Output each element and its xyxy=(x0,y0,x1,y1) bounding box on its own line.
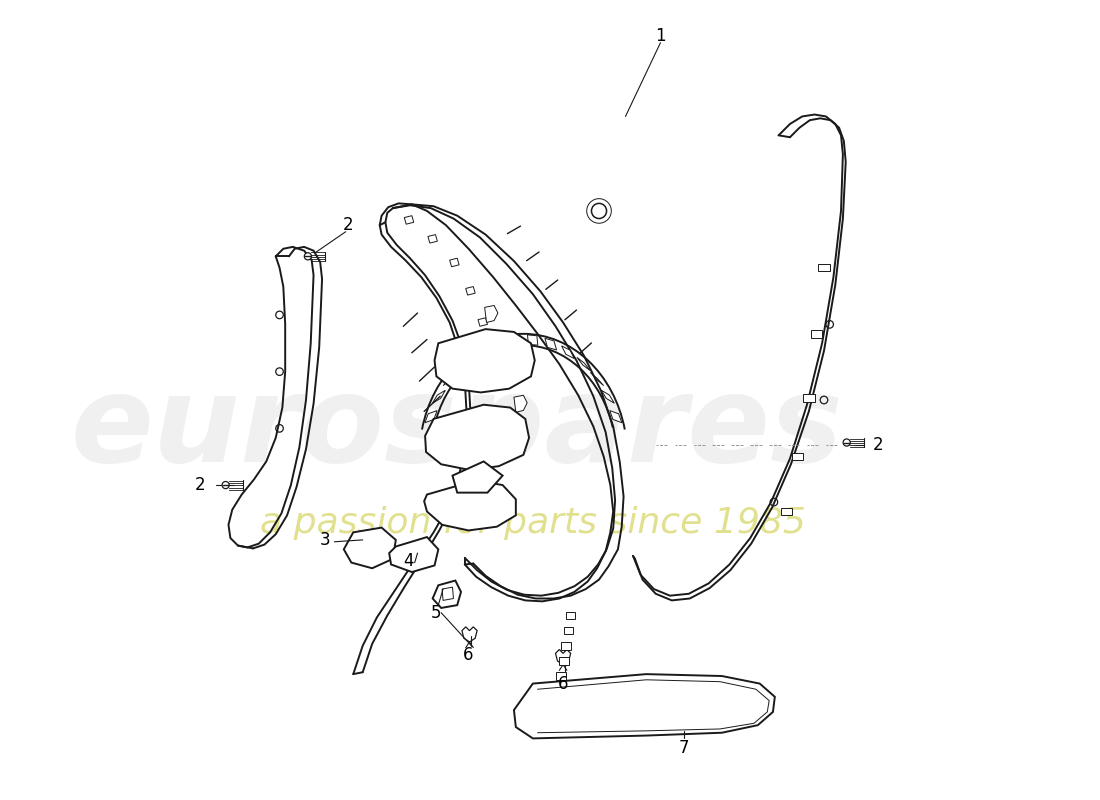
Polygon shape xyxy=(818,264,829,271)
Polygon shape xyxy=(432,581,461,608)
Polygon shape xyxy=(514,674,774,738)
Polygon shape xyxy=(485,306,498,322)
Polygon shape xyxy=(442,587,453,600)
Text: 5: 5 xyxy=(431,604,442,622)
Text: 2: 2 xyxy=(195,476,206,494)
Polygon shape xyxy=(434,329,535,393)
Polygon shape xyxy=(509,335,519,345)
Polygon shape xyxy=(562,346,574,358)
Polygon shape xyxy=(565,612,575,619)
Polygon shape xyxy=(609,410,622,422)
Text: 3: 3 xyxy=(320,531,330,549)
Polygon shape xyxy=(497,334,510,351)
Polygon shape xyxy=(544,338,557,350)
Polygon shape xyxy=(506,364,519,381)
Polygon shape xyxy=(428,234,438,243)
Polygon shape xyxy=(465,286,475,295)
Circle shape xyxy=(843,439,850,446)
Text: 7: 7 xyxy=(679,739,690,757)
Polygon shape xyxy=(576,358,590,370)
Text: a passion for parts since 1985: a passion for parts since 1985 xyxy=(260,506,806,540)
Polygon shape xyxy=(462,627,477,642)
Polygon shape xyxy=(425,405,529,470)
Text: 2: 2 xyxy=(872,436,883,454)
Circle shape xyxy=(305,253,311,260)
Polygon shape xyxy=(478,318,487,326)
Polygon shape xyxy=(443,372,456,386)
Text: eurospares: eurospares xyxy=(70,370,844,487)
Polygon shape xyxy=(425,410,437,422)
Polygon shape xyxy=(456,358,470,370)
Polygon shape xyxy=(602,390,614,403)
Polygon shape xyxy=(556,650,571,665)
Polygon shape xyxy=(591,372,604,386)
Polygon shape xyxy=(491,338,502,350)
Polygon shape xyxy=(432,390,446,403)
Polygon shape xyxy=(405,216,414,224)
Polygon shape xyxy=(561,642,571,650)
Polygon shape xyxy=(811,330,822,338)
Polygon shape xyxy=(781,508,792,515)
Polygon shape xyxy=(528,335,538,345)
Polygon shape xyxy=(452,462,503,493)
Polygon shape xyxy=(473,346,485,358)
Polygon shape xyxy=(803,394,814,402)
Text: 2: 2 xyxy=(343,216,354,234)
Polygon shape xyxy=(792,453,803,461)
Polygon shape xyxy=(344,528,396,568)
Polygon shape xyxy=(450,258,459,266)
Circle shape xyxy=(222,482,229,489)
Polygon shape xyxy=(389,537,438,572)
Text: 4: 4 xyxy=(403,552,414,570)
Polygon shape xyxy=(425,480,516,530)
Polygon shape xyxy=(557,672,565,680)
Text: 6: 6 xyxy=(463,646,474,664)
Polygon shape xyxy=(514,395,527,412)
Text: 6: 6 xyxy=(558,674,569,693)
Text: 1: 1 xyxy=(656,27,666,45)
Polygon shape xyxy=(559,657,569,665)
Polygon shape xyxy=(564,627,573,634)
